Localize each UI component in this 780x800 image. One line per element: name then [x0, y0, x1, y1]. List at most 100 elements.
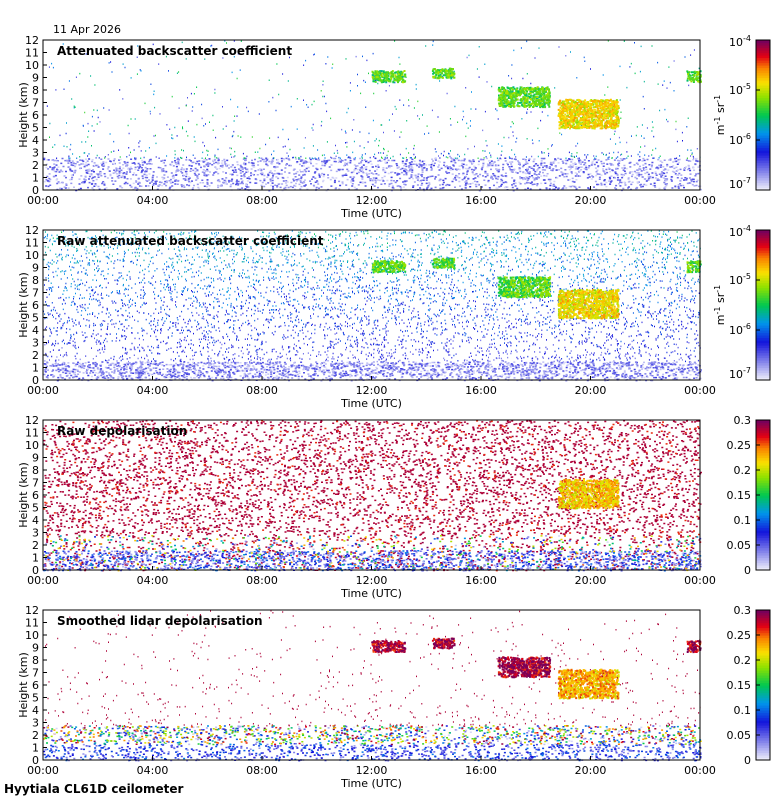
colorbar-segment — [756, 687, 770, 691]
colorbar-segment — [756, 340, 770, 344]
colorbar-tick-exponent: -5 — [743, 272, 751, 281]
colorbar-segment — [756, 505, 770, 509]
colorbar-segment — [756, 272, 770, 276]
colorbar-segment — [756, 357, 770, 361]
panel-title: Raw attenuated backscatter coefficient — [57, 234, 324, 248]
colorbar-segment — [756, 747, 770, 751]
colorbar-segment — [756, 465, 770, 469]
colorbar-segment — [756, 132, 770, 136]
colorbar-segment — [756, 480, 770, 484]
y-tick-label: 12 — [25, 34, 39, 47]
x-tick-label: 16:00 — [465, 574, 497, 587]
colorbar-segment — [756, 60, 770, 64]
colorbar-segment — [756, 437, 770, 441]
colorbar-segment — [756, 522, 770, 526]
y-tick-label: 6 — [32, 489, 39, 502]
colorbar-segment — [756, 350, 770, 354]
colorbar-segment — [756, 460, 770, 464]
y-tick-label: 2 — [32, 539, 39, 552]
colorbar-segment — [756, 327, 770, 331]
y-tick-label: 8 — [32, 464, 39, 477]
colorbar-segment — [756, 180, 770, 184]
y-tick-label: 7 — [32, 667, 39, 680]
colorbar-segment — [756, 147, 770, 151]
colorbar-segment — [756, 307, 770, 311]
colorbar-segment — [756, 302, 770, 306]
footer-label: Hyytiala CL61D ceilometer — [4, 782, 184, 796]
colorbar-segment — [756, 105, 770, 109]
colorbar-segment — [756, 267, 770, 271]
colorbar-segment — [756, 317, 770, 321]
colorbar-segment — [756, 170, 770, 174]
heatmap-cells — [372, 69, 702, 108]
colorbar-tick-exponent: -7 — [743, 366, 751, 375]
colorbar-tick-label: 0.05 — [727, 539, 752, 552]
colorbar-segment — [756, 422, 770, 426]
colorbar: 10-710-610-510-4m-1 sr-1 — [713, 224, 771, 381]
colorbar-segment — [756, 347, 770, 351]
colorbar-unit-part: m — [714, 315, 727, 326]
x-tick-label: 20:00 — [575, 384, 607, 397]
colorbar-segment — [756, 230, 770, 234]
colorbar-segment — [756, 175, 770, 179]
x-axis-label: Time (UTC) — [340, 207, 402, 220]
heatmap-cells — [103, 725, 671, 745]
y-tick-label: 5 — [32, 122, 39, 135]
colorbar-tick-label: 0.2 — [734, 654, 752, 667]
heatmap-field — [43, 40, 702, 192]
x-tick-label: 08:00 — [246, 384, 278, 397]
colorbar-segment — [756, 742, 770, 746]
y-axis-label: Height (km) — [17, 272, 30, 338]
y-tick-label: 9 — [32, 452, 39, 465]
heatmap-cells — [45, 610, 702, 745]
colorbar-segment — [756, 737, 770, 741]
colorbar-tick-label: 0.25 — [727, 629, 752, 642]
y-tick-label: 5 — [32, 312, 39, 325]
colorbar-segment — [756, 612, 770, 616]
colorbar-segment — [756, 335, 770, 339]
colorbar-segment — [756, 432, 770, 436]
colorbar-segment — [756, 42, 770, 46]
colorbar-segment — [756, 330, 770, 334]
y-tick-label: 7 — [32, 477, 39, 490]
y-tick-label: 12 — [25, 224, 39, 237]
heatmap-cells — [46, 478, 648, 572]
colorbar-segment — [756, 507, 770, 511]
colorbar-segment — [756, 117, 770, 121]
colorbar-segment — [756, 157, 770, 161]
colorbar-segment — [756, 110, 770, 114]
colorbar-segment — [756, 325, 770, 329]
colorbar-segment — [756, 625, 770, 629]
colorbar-segment — [756, 135, 770, 139]
colorbar-segment — [756, 310, 770, 314]
colorbar-segment — [756, 292, 770, 296]
heatmap-cells — [43, 307, 702, 381]
y-tick-label: 0 — [32, 564, 39, 577]
colorbar-segment — [756, 90, 770, 94]
x-tick-label: 12:00 — [356, 194, 388, 207]
colorbar-segment — [756, 80, 770, 84]
colorbar-segment — [756, 720, 770, 724]
y-tick-label: 2 — [32, 159, 39, 172]
x-axis-label: Time (UTC) — [340, 777, 402, 790]
colorbar-segment — [756, 112, 770, 116]
heatmap-cells — [45, 542, 696, 572]
x-tick-label: 00:00 — [27, 764, 59, 777]
colorbar-segment — [756, 362, 770, 366]
colorbar-unit-part: sr — [714, 292, 727, 306]
colorbar-segment — [756, 140, 770, 144]
y-tick-label: 9 — [32, 262, 39, 275]
y-tick-label: 1 — [32, 742, 39, 755]
heatmap-cells — [557, 98, 619, 130]
colorbar-segment — [756, 277, 770, 281]
colorbar: 0 0.05 0.1 0.15 0.2 0.25 0.3 — [727, 604, 771, 767]
colorbar-segment — [756, 740, 770, 744]
colorbar-segment — [756, 72, 770, 76]
y-tick-label: 8 — [32, 654, 39, 667]
y-tick-label: 9 — [32, 72, 39, 85]
colorbar-segment — [756, 100, 770, 104]
colorbar-segment — [756, 52, 770, 56]
colorbar-segment — [756, 677, 770, 681]
colorbar-segment — [756, 282, 770, 286]
